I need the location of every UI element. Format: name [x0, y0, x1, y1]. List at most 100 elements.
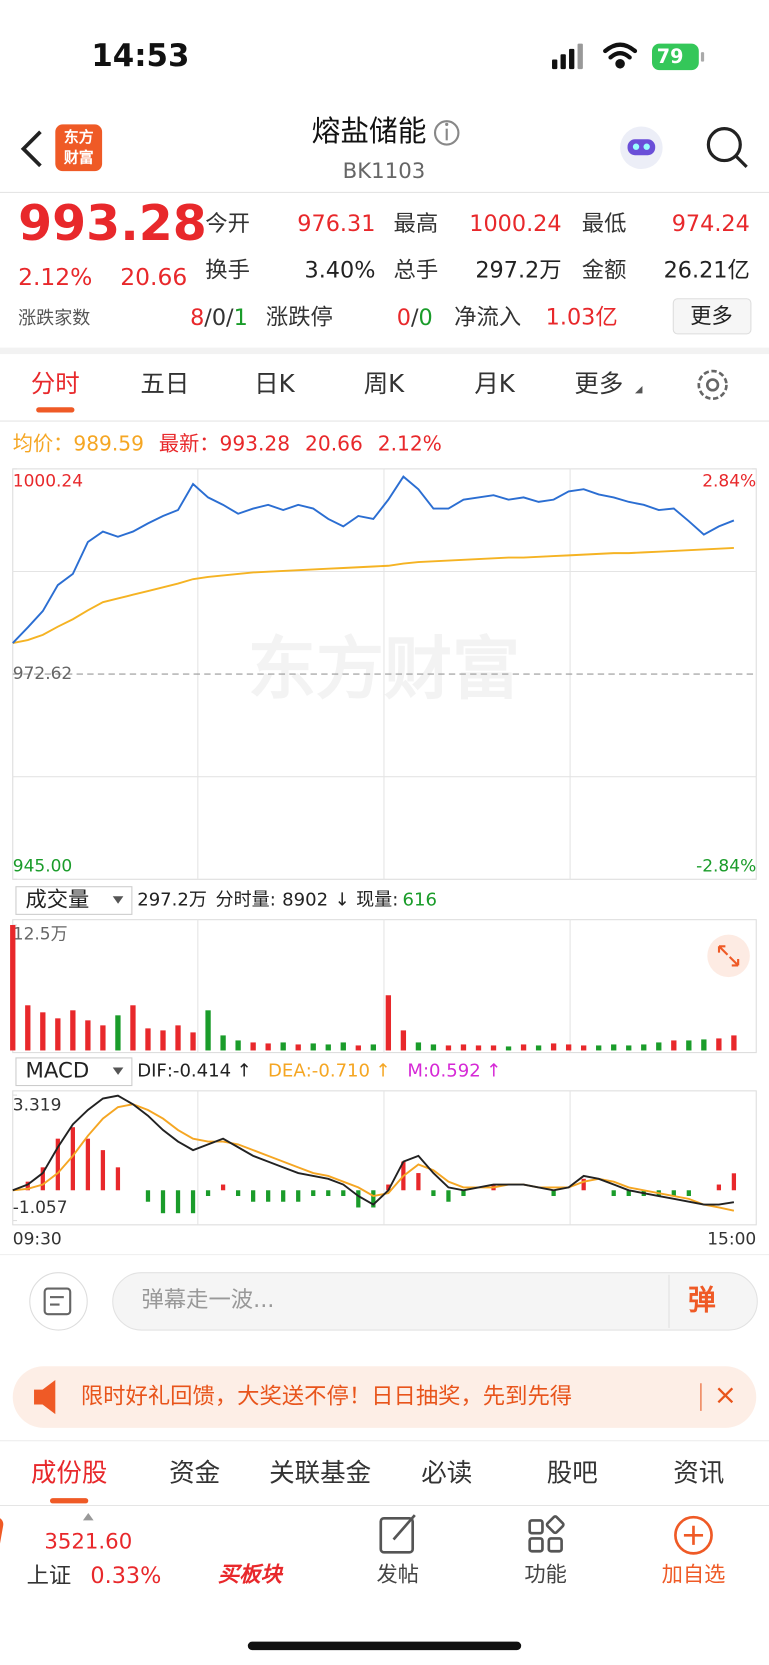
macd-bar	[85, 1138, 91, 1191]
legend-entry: M:0.592 ↑	[407, 1061, 501, 1082]
macd-bar	[356, 1190, 361, 1208]
separator: /	[226, 304, 234, 330]
content-tab[interactable]: 资讯	[673, 1459, 724, 1489]
field-label: 金额	[582, 258, 627, 284]
volume-bar	[115, 1015, 121, 1051]
back-button[interactable]	[20, 130, 42, 168]
y-tick-label: 945.00	[13, 857, 72, 877]
macd-bar	[371, 1190, 376, 1208]
now-volume-label: 现量:	[356, 890, 398, 911]
y-tick-label: 1000.24	[13, 472, 83, 492]
field-value: 976.31	[297, 211, 375, 237]
banner-text[interactable]: 限时好礼回馈，大奖送不停！日日抽奖，先到先得	[81, 1384, 572, 1410]
buy-board-icon[interactable]	[0, 1517, 262, 1556]
function-icon[interactable]	[528, 1515, 565, 1553]
macd-bar	[160, 1190, 166, 1214]
breadth-up: 8	[190, 304, 204, 330]
volume-bar	[25, 1005, 31, 1051]
board-code: BK1103	[343, 159, 426, 184]
comment-list-button[interactable]	[29, 1272, 88, 1331]
nav-label[interactable]: 加自选	[662, 1563, 726, 1588]
nav-label[interactable]: 买板块	[218, 1563, 284, 1588]
field-label: 总手	[394, 258, 439, 284]
info-icon[interactable]	[433, 120, 460, 146]
field-label: 最低	[582, 211, 627, 237]
robot-avatar[interactable]	[620, 126, 663, 170]
field-label: 最高	[394, 211, 439, 237]
comment-placeholder[interactable]: 弹幕走一波...	[141, 1287, 274, 1313]
volume-selector-label[interactable]: 成交量	[26, 888, 90, 913]
macd-selector[interactable]	[15, 1057, 133, 1087]
volume-bar	[656, 1042, 662, 1051]
period-tab[interactable]: 更多	[574, 369, 623, 398]
limit-label: 涨跌停	[266, 304, 333, 330]
content-tab[interactable]: 关联基金	[269, 1459, 371, 1489]
volume-bar	[160, 1030, 166, 1051]
volume-selector[interactable]	[15, 886, 133, 915]
macd-selector-label[interactable]: MACD	[26, 1059, 90, 1084]
volume-bar	[190, 1032, 196, 1051]
legend-arrow: ↑	[375, 1061, 390, 1082]
volume-bar	[445, 1045, 452, 1051]
period-tab[interactable]: 月K	[474, 369, 515, 398]
danmaku-button[interactable]: 弹	[688, 1283, 716, 1316]
macd-bar	[145, 1190, 151, 1202]
dropdown-caret	[634, 385, 643, 394]
index-name[interactable]: 上证	[27, 1563, 72, 1589]
volume-bar	[355, 1045, 361, 1051]
avg-label: 均价：	[13, 431, 74, 455]
volume-chart: 12.5万	[10, 919, 737, 1053]
battery	[652, 43, 699, 71]
expand-button[interactable]	[707, 934, 750, 978]
macd-bar	[25, 1181, 30, 1191]
collapse-caret[interactable]	[82, 1512, 94, 1521]
content-tab[interactable]: 资金	[169, 1459, 220, 1489]
period-tab[interactable]: 周K	[364, 369, 405, 398]
period-tab[interactable]: 分时	[31, 369, 80, 398]
macd-bar	[296, 1190, 301, 1202]
volume-bar	[145, 1028, 151, 1051]
macd-bar	[40, 1167, 45, 1191]
period-tab[interactable]: 日K	[254, 369, 295, 398]
content-tab[interactable]: 成份股	[31, 1459, 108, 1489]
logo-text: 东方	[64, 128, 94, 146]
price-line	[12, 546, 734, 644]
macd-bar	[716, 1184, 722, 1191]
banner-close[interactable]: ×	[714, 1378, 737, 1411]
index-value[interactable]: 3521.60	[44, 1530, 132, 1555]
x-tick-label: 15:00	[707, 1230, 756, 1250]
volume-bar	[310, 1043, 316, 1051]
macd-bar	[416, 1173, 421, 1191]
active-tab-underline	[49, 1498, 89, 1504]
volume-bar	[611, 1044, 617, 1051]
content-tab[interactable]: 必读	[421, 1459, 472, 1489]
macd-bar	[220, 1184, 226, 1191]
limit-down: 0	[418, 304, 432, 330]
y-tick-label: 972.62	[13, 664, 72, 684]
page-title: 熔盐储能	[312, 114, 427, 148]
macd-bar	[581, 1178, 586, 1191]
more-button-label[interactable]: 更多	[690, 304, 733, 329]
search-button[interactable]	[706, 127, 748, 169]
period-tab[interactable]: 五日	[140, 369, 189, 398]
comment-input[interactable]	[112, 1272, 758, 1331]
volume-bar	[716, 1038, 722, 1051]
settings-button[interactable]	[697, 369, 728, 401]
volume-bar	[130, 1005, 136, 1051]
chart-info: 均价：989.59 最新：993.28 20.66 2.12%	[13, 431, 442, 455]
index-pct[interactable]: 0.33%	[90, 1563, 161, 1589]
macd-bar	[461, 1190, 466, 1197]
add-watch-icon[interactable]	[674, 1515, 713, 1555]
volume-info: 297.2万 分时量: 8902 ↓ 现量: 616	[137, 890, 437, 911]
nav-label[interactable]: 发帖	[377, 1563, 420, 1588]
promo-banner[interactable]	[12, 1366, 757, 1428]
nav-label[interactable]: 功能	[524, 1563, 567, 1588]
legend-entry: DEA:-0.710 ↑	[268, 1061, 390, 1082]
legend-sep: :	[423, 1061, 429, 1082]
volume-bar	[550, 1043, 557, 1051]
signal-icon	[552, 43, 583, 70]
macd-bar	[115, 1167, 121, 1191]
post-icon[interactable]	[379, 1514, 416, 1554]
more-button[interactable]	[672, 298, 752, 335]
content-tab[interactable]: 股吧	[547, 1459, 598, 1489]
